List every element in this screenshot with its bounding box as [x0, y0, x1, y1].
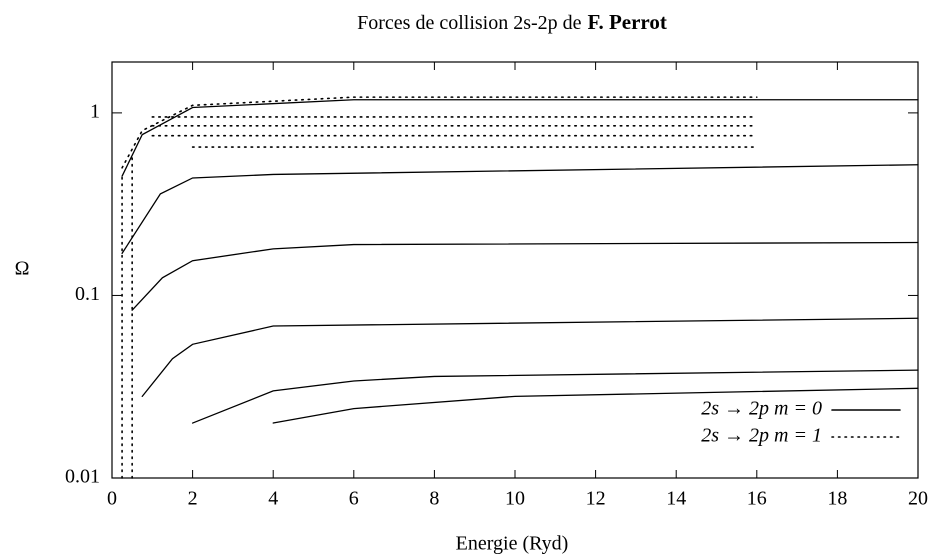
- y-tick-label: 1: [90, 100, 100, 122]
- series-line: [191, 369, 919, 424]
- series-line: [121, 96, 758, 169]
- x-tick-label: 18: [827, 488, 847, 510]
- series-line: [141, 317, 919, 398]
- x-axis-label: Energie (Ryd): [456, 533, 569, 555]
- series-line: [121, 99, 919, 177]
- title-text: Forces de collision 2s-2p de: [357, 12, 582, 34]
- legend-label: 2s → 2p m = 1: [701, 425, 822, 447]
- x-tick-label: 4: [268, 488, 278, 510]
- x-tick-label: 12: [586, 488, 606, 510]
- x-tick-label: 6: [349, 488, 359, 510]
- x-tick-label: 20: [908, 488, 928, 510]
- series-line: [121, 164, 919, 255]
- series-line: [272, 387, 919, 424]
- series-line: [131, 241, 919, 311]
- legend-label: 2s → 2p m = 0: [701, 398, 822, 420]
- x-tick-label: 0: [107, 488, 117, 510]
- x-tick-label: 8: [429, 488, 439, 510]
- title-author: F. Perrot: [588, 10, 667, 34]
- x-tick-label: 2: [188, 488, 198, 510]
- y-tick-label: 0.01: [65, 466, 100, 488]
- y-tick-label: 0.1: [75, 283, 100, 305]
- x-tick-label: 14: [666, 488, 686, 510]
- x-tick-label: 16: [747, 488, 767, 510]
- y-axis-label: Ω: [15, 258, 30, 280]
- chart-title: Forces de collision 2s-2p de F. Perrot: [357, 10, 667, 34]
- x-tick-label: 10: [505, 488, 525, 510]
